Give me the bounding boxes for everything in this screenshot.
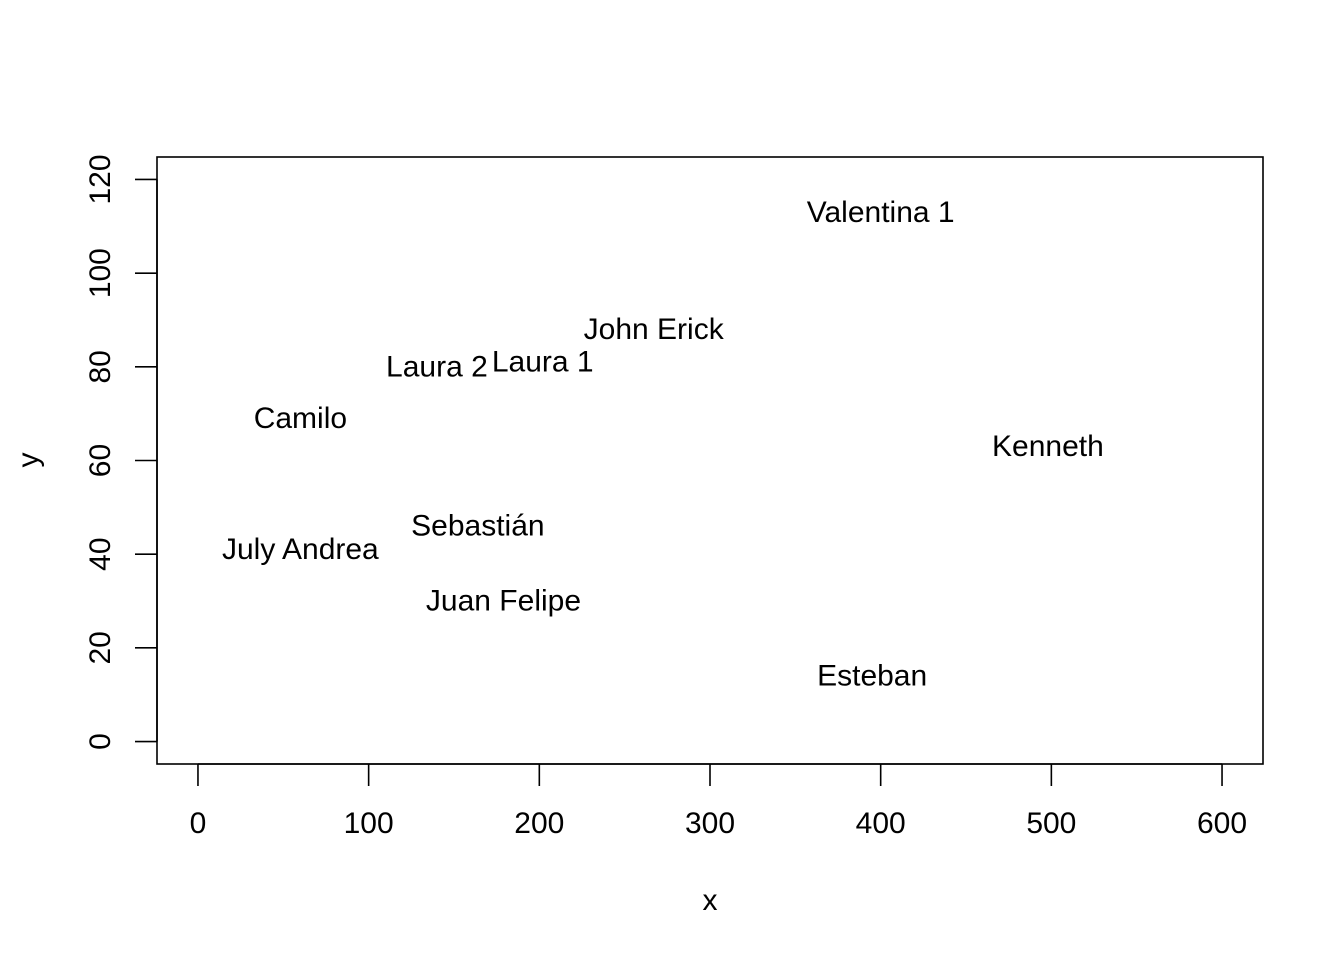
x-tick-label: 500 — [1026, 807, 1076, 840]
y-tick-label: 0 — [84, 733, 117, 750]
point-label: Laura 2 — [386, 350, 488, 383]
y-tick-label: 40 — [84, 537, 117, 570]
y-axis: 0 20 40 60 80 100 120 — [84, 154, 158, 750]
x-tick-label: 0 — [190, 807, 207, 840]
y-tick-label: 120 — [84, 154, 117, 204]
x-axis-label: x — [703, 884, 718, 917]
point-label: Juan Felipe — [426, 585, 581, 618]
y-axis-label: y — [12, 453, 45, 468]
point-label: Valentina 1 — [807, 196, 955, 229]
x-tick-label: 300 — [685, 807, 735, 840]
point-label: Laura 1 — [492, 346, 594, 379]
y-tick-label: 60 — [84, 444, 117, 477]
point-label: John Erick — [584, 313, 725, 346]
x-tick-label: 600 — [1197, 807, 1247, 840]
y-tick-label: 20 — [84, 631, 117, 664]
point-label: July Andrea — [222, 533, 379, 566]
y-tick-label: 80 — [84, 350, 117, 383]
point-label: Kenneth — [992, 430, 1104, 463]
point-label: Sebastián — [411, 510, 544, 543]
x-tick-label: 100 — [344, 807, 394, 840]
x-axis: 0 100 200 300 400 500 600 — [190, 763, 1247, 840]
point-label: Camilo — [254, 402, 347, 435]
x-tick-label: 400 — [856, 807, 906, 840]
point-label: Esteban — [817, 659, 927, 692]
x-tick-label: 200 — [514, 807, 564, 840]
y-tick-label: 100 — [84, 248, 117, 298]
